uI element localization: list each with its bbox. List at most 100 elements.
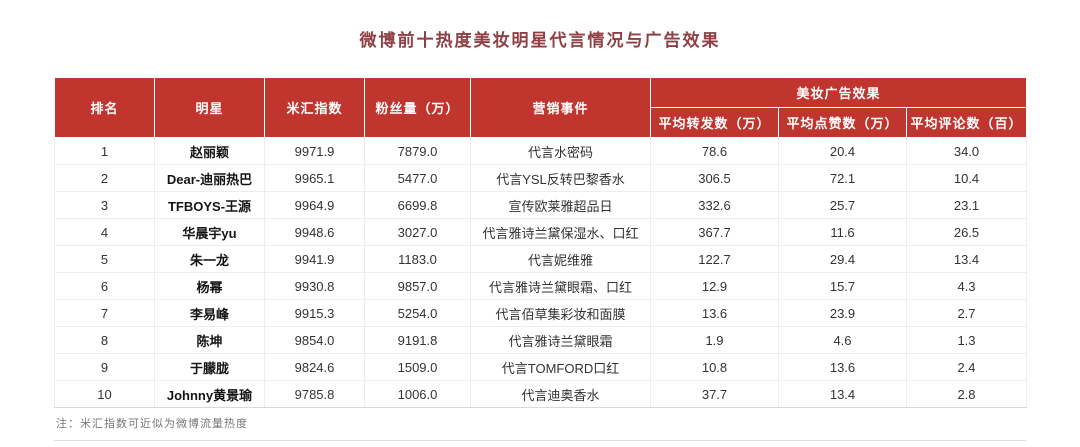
table-container: 排名 明星 米汇指数 粉丝量（万） 营销事件 美妆广告效果 平均转发数（万） 平… [54,77,1027,408]
cell-marketing-event: 宣传欧莱雅超品日 [470,191,651,219]
endorsement-table: 排名 明星 米汇指数 粉丝量（万） 营销事件 美妆广告效果 平均转发数（万） 平… [54,77,1027,408]
cell-mihui-index: 9824.6 [264,353,365,381]
cell-marketing-event: 代言TOMFORD口红 [470,353,651,381]
cell-mihui-index: 9854.0 [264,326,365,354]
cell-avg-like: 4.6 [778,326,907,354]
table-row: 4 华晨宇yu 9948.6 3027.0 代言雅诗兰黛保湿水、口红 367.7 11.6 2… [54,218,1027,246]
cell-fans: 9191.8 [364,326,471,354]
cell-marketing-event: 代言雅诗兰黛眼霜 [470,326,651,354]
cell-star: 李易峰 [154,299,265,327]
header-avg-like: 平均点赞数（万） [778,107,907,138]
cell-fans: 1006.0 [364,380,471,408]
cell-star: 朱一龙 [154,245,265,273]
table-row: 9 于朦胧 9824.6 1509.0 代言TOMFORD口红 10.8 13.6 2.4 [54,353,1027,381]
cell-rank: 8 [54,326,155,354]
cell-mihui-index: 9930.8 [264,272,365,300]
cell-star: Johnny黄景瑜 [154,380,265,408]
cell-fans: 3027.0 [364,218,471,246]
footnote: 注：米汇指数可近似为微博流量热度 [54,408,1026,441]
cell-mihui-index: 9941.9 [264,245,365,273]
header-row-top: 排名 明星 米汇指数 粉丝量（万） 营销事件 美妆广告效果 [54,77,1027,138]
table-row: 8 陈坤 9854.0 9191.8 代言雅诗兰黛眼霜 1.9 4.6 1.3 [54,326,1027,354]
header-fans: 粉丝量（万） [364,77,471,138]
cell-star: 于朦胧 [154,353,265,381]
cell-avg-repost: 367.7 [650,218,779,246]
cell-avg-like: 13.6 [778,353,907,381]
cell-mihui-index: 9948.6 [264,218,365,246]
cell-marketing-event: 代言妮维雅 [470,245,651,273]
cell-avg-repost: 332.6 [650,191,779,219]
cell-avg-like: 25.7 [778,191,907,219]
cell-star: 赵丽颖 [154,137,265,165]
cell-avg-repost: 78.6 [650,137,779,165]
cell-fans: 5254.0 [364,299,471,327]
cell-rank: 3 [54,191,155,219]
cell-avg-repost: 122.7 [650,245,779,273]
cell-avg-comment: 13.4 [906,245,1027,273]
cell-fans: 5477.0 [364,164,471,192]
table-row: 6 杨幂 9930.8 9857.0 代言雅诗兰黛眼霜、口红 12.9 15.7 4.3 [54,272,1027,300]
cell-avg-comment: 1.3 [906,326,1027,354]
table-row: 1 赵丽颖 9971.9 7879.0 代言水密码 78.6 20.4 34.0 [54,137,1027,165]
cell-fans: 7879.0 [364,137,471,165]
cell-avg-like: 13.4 [778,380,907,408]
cell-rank: 1 [54,137,155,165]
cell-rank: 6 [54,272,155,300]
table-row: 7 李易峰 9915.3 5254.0 代言佰草集彩妆和面膜 13.6 23.9 2.7 [54,299,1027,327]
header-rank: 排名 [54,77,155,138]
cell-avg-like: 15.7 [778,272,907,300]
cell-mihui-index: 9964.9 [264,191,365,219]
cell-marketing-event: 代言佰草集彩妆和面膜 [470,299,651,327]
cell-mihui-index: 9971.9 [264,137,365,165]
cell-avg-like: 20.4 [778,137,907,165]
header-avg-repost: 平均转发数（万） [650,107,779,138]
cell-star: 杨幂 [154,272,265,300]
page-title: 微博前十热度美妆明星代言情况与广告效果 [359,31,721,50]
cell-avg-repost: 306.5 [650,164,779,192]
cell-mihui-index: 9785.8 [264,380,365,408]
cell-avg-comment: 2.4 [906,353,1027,381]
cell-fans: 9857.0 [364,272,471,300]
cell-avg-repost: 1.9 [650,326,779,354]
cell-fans: 6699.8 [364,191,471,219]
cell-rank: 9 [54,353,155,381]
cell-avg-repost: 12.9 [650,272,779,300]
cell-rank: 7 [54,299,155,327]
table-row: 5 朱一龙 9941.9 1183.0 代言妮维雅 122.7 29.4 13.4 [54,245,1027,273]
header-mihui-index: 米汇指数 [264,77,365,138]
cell-marketing-event: 代言迪奥香水 [470,380,651,408]
cell-mihui-index: 9915.3 [264,299,365,327]
cell-avg-comment: 10.4 [906,164,1027,192]
cell-rank: 10 [54,380,155,408]
cell-avg-like: 29.4 [778,245,907,273]
cell-marketing-event: 代言雅诗兰黛保湿水、口红 [470,218,651,246]
cell-star: Dear-迪丽热巴 [154,164,265,192]
cell-mihui-index: 9965.1 [264,164,365,192]
table-header: 排名 明星 米汇指数 粉丝量（万） 营销事件 美妆广告效果 平均转发数（万） 平… [54,77,1027,138]
cell-avg-comment: 23.1 [906,191,1027,219]
table-row: 10 Johnny黄景瑜 9785.8 1006.0 代言迪奥香水 37.7 13.4 2.8 [54,380,1027,408]
cell-rank: 2 [54,164,155,192]
cell-star: 华晨宇yu [154,218,265,246]
header-marketing-event: 营销事件 [470,77,651,138]
cell-avg-like: 23.9 [778,299,907,327]
cell-avg-comment: 2.8 [906,380,1027,408]
cell-avg-comment: 2.7 [906,299,1027,327]
cell-avg-repost: 10.8 [650,353,779,381]
header-avg-comment: 平均评论数（百） [906,107,1027,138]
table-row: 3 TFBOYS-王源 9964.9 6699.8 宣传欧莱雅超品日 332.6 25.7 2… [54,191,1027,219]
cell-rank: 5 [54,245,155,273]
cell-fans: 1183.0 [364,245,471,273]
cell-rank: 4 [54,218,155,246]
cell-avg-repost: 37.7 [650,380,779,408]
cell-avg-comment: 4.3 [906,272,1027,300]
cell-avg-comment: 26.5 [906,218,1027,246]
cell-star: TFBOYS-王源 [154,191,265,219]
cell-fans: 1509.0 [364,353,471,381]
cell-star: 陈坤 [154,326,265,354]
cell-avg-comment: 34.0 [906,137,1027,165]
cell-marketing-event: 代言雅诗兰黛眼霜、口红 [470,272,651,300]
cell-avg-like: 11.6 [778,218,907,246]
cell-avg-like: 72.1 [778,164,907,192]
